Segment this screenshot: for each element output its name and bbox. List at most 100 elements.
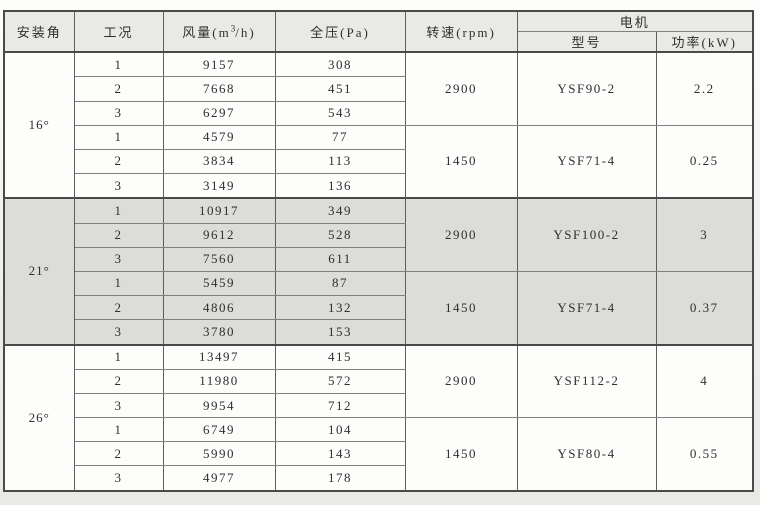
pressure-cell: 415 [274,343,406,370]
model-cell: YSF90-2 [516,51,657,126]
condition-cell: 1 [73,124,164,150]
condition-cell: 1 [73,417,164,443]
table-row: 3 9954 712 [4,393,753,419]
flow-cell: 3149 [162,172,276,199]
power-cell: 3 [655,197,754,272]
pressure-cell: 572 [274,368,406,395]
pressure-cell: 308 [274,51,406,78]
pressure-cell: 528 [274,222,406,248]
speed-cell: 1450 [404,417,518,492]
table-row: 21° 1 10917 349 2900 YSF100-2 3 [3,197,754,346]
angle-cell: 21° [3,197,75,346]
table-row: 3 3149 136 [4,172,753,199]
condition-cell: 3 [73,319,164,346]
model-cell: YSF112-2 [516,343,657,419]
speed-cell: 2900 [404,51,518,126]
header-speed: 转速(rpm) [404,10,518,53]
pressure-cell: 132 [274,295,406,321]
condition-cell: 3 [73,172,164,199]
flow-cell: 4579 [162,124,276,150]
speed-cell: 2900 [404,197,518,272]
condition-cell: 3 [73,465,164,492]
pressure-cell: 143 [274,441,406,467]
speed-cell: 1450 [404,124,518,199]
condition-cell: 1 [73,51,164,78]
condition-cell: 1 [73,343,164,370]
flow-cell: 7668 [162,76,276,102]
table-row: 3 6297 543 [4,100,753,126]
header-motor-model: 型号 [516,31,657,53]
power-cell: 4 [655,343,754,419]
condition-cell: 2 [73,441,164,467]
flow-cell: 4977 [162,465,276,492]
table-row: 1 5459 87 1450 YSF71-4 0.37 [4,270,754,346]
power-cell: 0.55 [655,417,754,492]
table-row: 26° 1 13497 415 2900 YSF112-2 4 [3,343,754,492]
speed-cell: 1450 [404,270,518,346]
pressure-cell: 113 [274,148,406,174]
flow-cell: 3834 [162,148,276,174]
flow-cell: 4806 [162,295,276,321]
flow-cell: 6749 [162,417,276,443]
flow-cell: 9954 [162,393,276,419]
angle-cell: 26° [3,343,75,492]
pressure-cell: 712 [274,393,406,419]
power-cell: 0.25 [655,124,754,199]
table-row: 2 3834 113 [4,148,753,174]
pressure-cell: 77 [274,124,406,150]
pressure-cell: 104 [274,417,406,443]
table-row: 3 7560 611 [4,246,753,272]
pressure-cell: 178 [274,465,406,492]
table-row: 3 4977 178 [4,465,753,492]
condition-cell: 1 [73,270,164,297]
table-row: 1 6749 104 1450 YSF80-4 0.55 [4,417,754,492]
header-flow-superscript: 3 [230,23,236,34]
header-condition: 工况 [73,10,164,53]
condition-cell: 1 [73,197,164,224]
angle-cell: 16° [3,51,75,199]
model-cell: YSF80-4 [516,417,657,492]
table-row: 2 5990 143 [4,441,753,467]
flow-cell: 7560 [162,246,276,272]
condition-cell: 2 [73,295,164,321]
pressure-cell: 87 [274,270,406,297]
model-cell: YSF71-4 [516,124,657,199]
condition-cell: 2 [73,148,164,174]
flow-cell: 9157 [162,51,276,78]
table-row: 1 4579 77 1450 YSF71-4 0.25 [4,124,754,199]
header-angle: 安装角 [3,10,75,53]
model-cell: YSF71-4 [516,270,657,346]
flow-cell: 6297 [162,100,276,126]
header-flow-suffix: /h) [235,25,256,40]
flow-cell: 11980 [162,368,276,395]
condition-cell: 3 [73,246,164,272]
pressure-cell: 349 [274,197,406,224]
pressure-cell: 611 [274,246,406,272]
fan-spec-table: 安装角 工况 风量(m3/h) 全压(Pa) 转速(rpm) 电机 型号 功率(… [3,10,755,492]
power-cell: 0.37 [655,270,754,346]
table-row: 2 4806 132 [4,295,753,321]
flow-cell: 5990 [162,441,276,467]
speed-cell: 2900 [404,343,518,419]
condition-cell: 2 [73,222,164,248]
model-cell: YSF100-2 [516,197,657,272]
flow-cell: 3780 [162,319,276,346]
power-cell: 2.2 [655,51,754,126]
header-flow-prefix: 风量(m [182,25,231,40]
condition-cell: 2 [73,76,164,102]
flow-cell: 10917 [162,197,276,224]
table-row: 2 11980 572 [4,368,753,395]
flow-cell: 9612 [162,222,276,248]
table-row: 16° 1 9157 308 2900 YSF90-2 2.2 [3,51,754,199]
header-flow: 风量(m3/h) [162,10,276,53]
flow-cell: 13497 [162,343,276,370]
condition-cell: 3 [73,100,164,126]
flow-cell: 5459 [162,270,276,297]
pressure-cell: 136 [274,172,406,199]
pressure-cell: 153 [274,319,406,346]
condition-cell: 3 [73,393,164,419]
pressure-cell: 451 [274,76,406,102]
table-row: 3 3780 153 [4,319,753,346]
condition-cell: 2 [73,368,164,395]
table-row: 2 7668 451 [4,76,753,102]
